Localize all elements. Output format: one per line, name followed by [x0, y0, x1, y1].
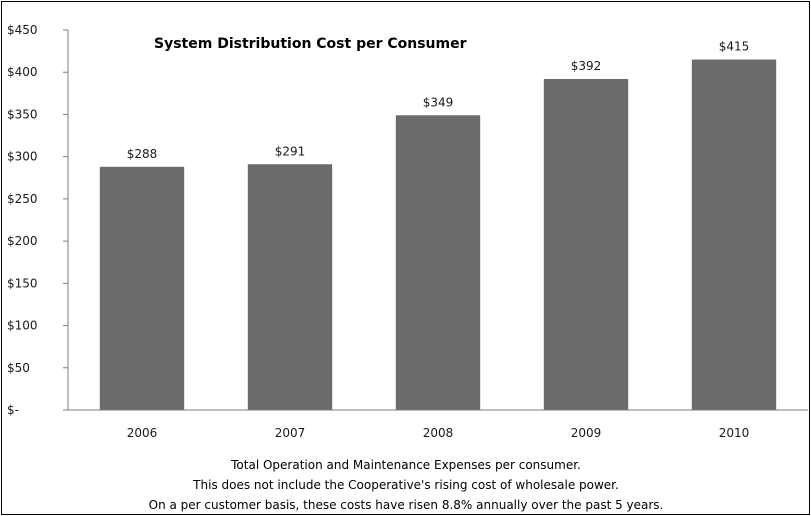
y-tick-label: $450: [7, 23, 38, 37]
x-tick-label: 2010: [719, 426, 750, 440]
data-label: $288: [127, 147, 158, 161]
data-label: $349: [423, 95, 454, 109]
chart-title: System Distribution Cost per Consumer: [154, 36, 467, 52]
data-label: $392: [571, 59, 602, 73]
x-tick-label: 2007: [275, 426, 306, 440]
bar: [691, 59, 777, 411]
data-label: $415: [719, 40, 750, 54]
bar: [395, 115, 481, 411]
x-tick-label: 2006: [127, 426, 158, 440]
bar: [99, 166, 185, 410]
y-tick-label: $100: [7, 319, 38, 333]
bar: [543, 78, 629, 410]
y-tick-label: $-: [7, 403, 19, 417]
bars: $288 $291 $349 $392 $415: [99, 40, 777, 411]
y-axis: $- $50 $100 $150 $200 $250 $300 $350 $400 $450: [7, 23, 69, 417]
bar: [247, 164, 333, 410]
chart-note-line-2: This does not include the Cooperative's …: [192, 478, 619, 492]
x-axis: 2006 2007 2008 2009 2010: [68, 409, 808, 440]
x-tick-label: 2008: [423, 426, 454, 440]
y-tick-label: $250: [7, 192, 38, 206]
chart-note-line-1: Total Operation and Maintenance Expenses…: [230, 458, 581, 472]
y-tick-label: $50: [7, 361, 30, 375]
y-tick-label: $150: [7, 276, 38, 290]
data-label: $291: [275, 144, 306, 158]
y-tick-label: $200: [7, 234, 38, 248]
chart-note-line-3: On a per customer basis, these costs hav…: [149, 498, 664, 512]
y-tick-label: $400: [7, 65, 38, 79]
x-tick-label: 2009: [571, 426, 602, 440]
y-tick-label: $300: [7, 150, 38, 164]
y-tick-label: $350: [7, 107, 38, 121]
